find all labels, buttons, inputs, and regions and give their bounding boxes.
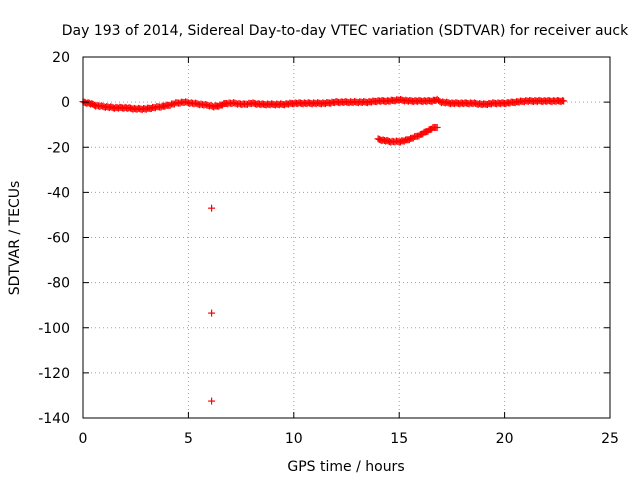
data-point xyxy=(208,204,216,212)
x-tick-label: 20 xyxy=(496,431,514,447)
data-point xyxy=(208,309,216,317)
axis-ticks: 0 5 10 15 20 25 -140 -120 -100 -80 -60 -40 -20 0 20 xyxy=(38,50,619,447)
y-tick-label: -100 xyxy=(38,321,70,337)
data-point xyxy=(560,97,568,105)
x-tick-label: 15 xyxy=(390,431,408,447)
x-tick-label: 0 xyxy=(79,431,88,447)
y-tick-label: -60 xyxy=(47,231,70,247)
chart-title: Day 193 of 2014, Sidereal Day-to-day VTE… xyxy=(62,23,629,39)
grid-lines xyxy=(83,57,610,418)
x-tick-label: 10 xyxy=(285,431,303,447)
y-tick-label: -140 xyxy=(38,411,70,427)
data-points xyxy=(79,95,568,405)
x-tick-label: 5 xyxy=(184,431,193,447)
x-tick-label: 25 xyxy=(601,431,619,447)
y-tick-label: 0 xyxy=(61,95,70,111)
y-tick-label: 20 xyxy=(52,50,70,66)
y-tick-label: -20 xyxy=(47,140,70,156)
series-outliers xyxy=(208,204,216,405)
plot-frame xyxy=(82,56,611,419)
y-tick-label: -80 xyxy=(47,276,70,292)
data-point xyxy=(208,397,216,405)
y-tick-label: -120 xyxy=(38,366,70,382)
series-main-trace xyxy=(79,95,568,113)
data-point xyxy=(433,123,441,131)
y-tick-label: -40 xyxy=(47,185,70,201)
series-lower-arc xyxy=(374,123,441,146)
y-axis-label: SDTVAR / TECUs xyxy=(7,181,23,296)
x-axis-label: GPS time / hours xyxy=(287,459,404,475)
